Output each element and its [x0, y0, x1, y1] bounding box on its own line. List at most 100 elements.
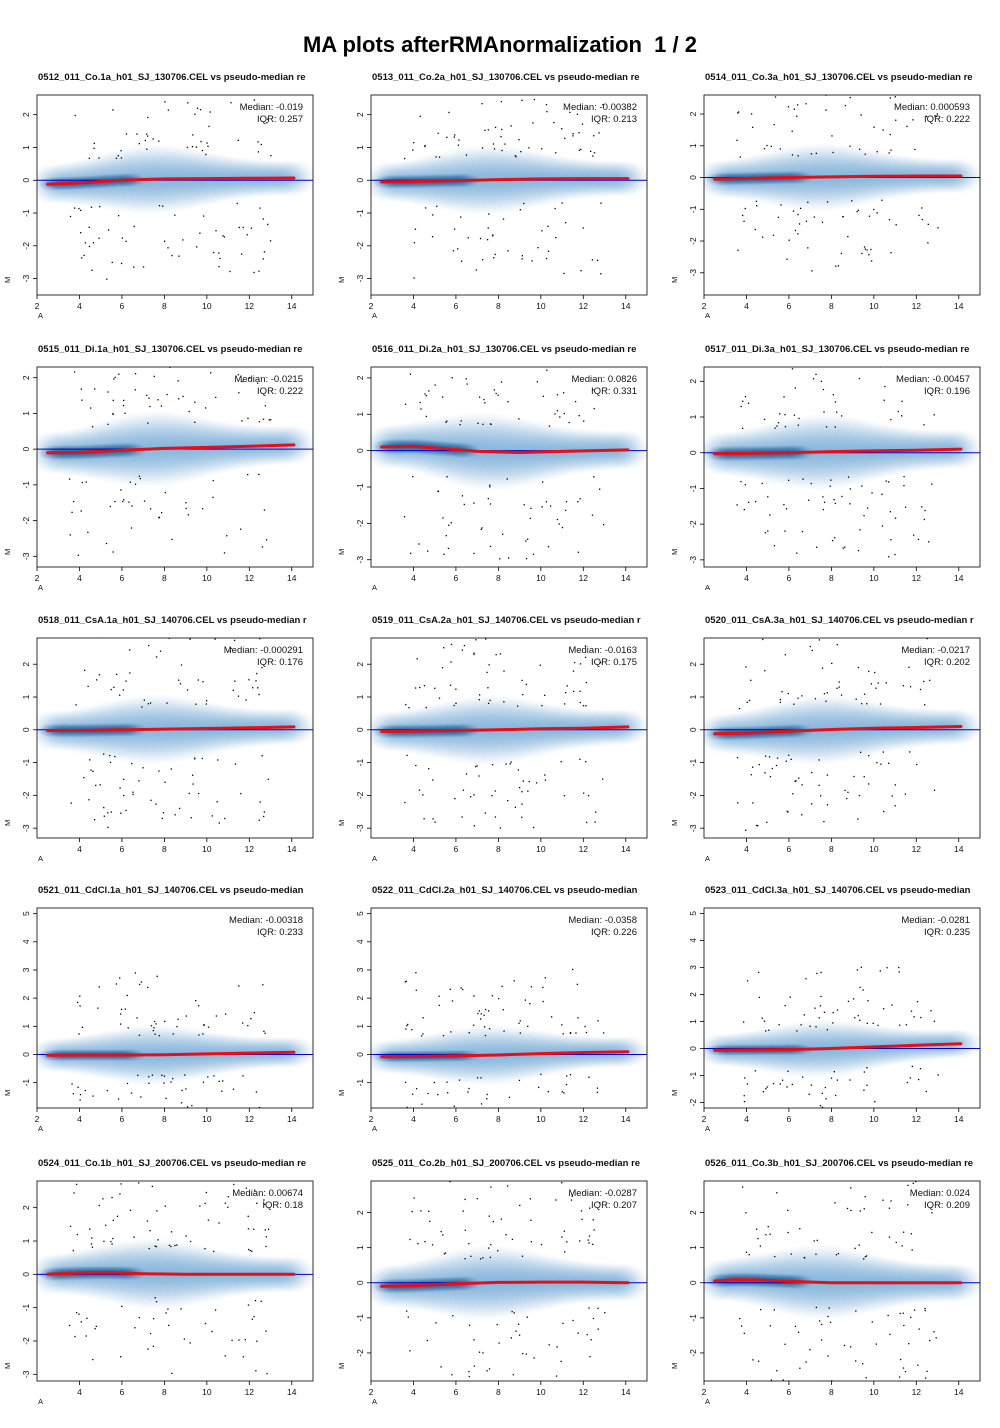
outlier-point [113, 687, 114, 688]
y-tick-label: 5 [355, 911, 365, 916]
outlier-point [880, 764, 881, 765]
outlier-point [118, 1098, 119, 1099]
outlier-point [474, 1365, 475, 1366]
outlier-point [843, 547, 844, 548]
outlier-point [877, 1025, 878, 1026]
outlier-point [473, 502, 474, 503]
outlier-point [432, 779, 433, 780]
outlier-point [880, 703, 881, 704]
outlier-point [883, 129, 884, 130]
outlier-point [767, 90, 768, 91]
outlier-point [413, 277, 414, 278]
outlier-point [847, 1208, 848, 1209]
outlier-point [169, 1245, 170, 1246]
outlier-point [858, 667, 859, 668]
y-axis-label: M [337, 1090, 346, 1096]
x-tick-label: 6 [120, 1387, 125, 1397]
outlier-point [140, 1096, 141, 1097]
outlier-point [450, 989, 451, 990]
outlier-point [87, 532, 88, 533]
y-tick-label: 0 [21, 178, 31, 183]
outlier-point [201, 632, 202, 633]
outlier-point [137, 1075, 138, 1076]
outlier-point [522, 694, 523, 695]
outlier-point [811, 1084, 812, 1085]
outlier-point [762, 237, 763, 238]
outlier-point [831, 1078, 832, 1079]
outlier-point [756, 1229, 757, 1230]
y-tick-label: 1 [688, 414, 698, 419]
outlier-point [900, 1359, 901, 1360]
outlier-point [117, 1216, 118, 1217]
outlier-point [518, 1324, 519, 1325]
outlier-point [187, 147, 188, 148]
outlier-point [107, 424, 108, 425]
outlier-point [152, 1186, 153, 1187]
outlier-point [123, 779, 124, 780]
outlier-point [426, 416, 427, 417]
y-tick-label: 0 [355, 448, 365, 453]
ma-plot-svg: 0525_011_Co.2b_h01_SJ_200706.CEL vs pseu… [334, 1156, 667, 1428]
outlier-point [865, 1256, 866, 1257]
outlier-point [111, 811, 112, 812]
outlier-point [527, 1317, 528, 1318]
outlier-point [508, 557, 509, 558]
outlier-point [901, 415, 902, 416]
outlier-point [450, 1031, 451, 1032]
outlier-point [170, 1109, 171, 1110]
outlier-point [745, 830, 746, 831]
outlier-point [139, 476, 140, 477]
outlier-point [854, 1248, 855, 1249]
outlier-point [453, 250, 454, 251]
outlier-point [217, 759, 218, 760]
outlier-point [452, 1000, 453, 1001]
y-tick-label: 2 [355, 112, 365, 117]
y-tick-label: 2 [21, 375, 31, 380]
x-tick-label: 4 [744, 1114, 749, 1124]
outlier-point [741, 1325, 742, 1326]
outlier-point [544, 695, 545, 696]
x-tick-label: 8 [496, 301, 501, 311]
ma-plot-panel: 0518_011_CsA.1a_h01_SJ_140706.CEL vs pse… [0, 613, 333, 885]
panel-title: 0514_011_Co.3a_h01_SJ_130706.CEL vs pseu… [705, 72, 973, 83]
outlier-point [918, 539, 919, 540]
outlier-point [172, 1078, 173, 1079]
outlier-point [526, 558, 527, 559]
outlier-point [77, 1087, 78, 1088]
outlier-point [429, 1221, 430, 1222]
outlier-point [92, 1095, 93, 1096]
outlier-point [445, 422, 446, 423]
outlier-point [567, 685, 568, 686]
y-tick-label: 4 [355, 939, 365, 944]
y-tick-label: -2 [355, 1349, 365, 1357]
median-stat: Median: -0.000291 [224, 645, 303, 656]
outlier-point [202, 150, 203, 151]
outlier-point [483, 1116, 484, 1117]
x-tick-label: 14 [621, 573, 631, 583]
outlier-point [568, 422, 569, 423]
outlier-point [93, 148, 94, 149]
outlier-point [184, 1074, 185, 1075]
outlier-point [182, 396, 183, 397]
panel-title: 0517_011_Di.3a_h01_SJ_130706.CEL vs pseu… [705, 344, 969, 355]
outlier-point [248, 1216, 249, 1217]
outlier-point [495, 816, 496, 817]
ma-plot-panel: 0522_011_CdCl.2a_h01_SJ_140706.CEL vs ps… [334, 883, 667, 1155]
y-tick-label: -1 [355, 1079, 365, 1087]
x-axis-label: A [705, 311, 710, 320]
outlier-point [545, 977, 546, 978]
outlier-point [486, 1094, 487, 1095]
outlier-point [203, 1082, 204, 1083]
outlier-point [268, 1229, 269, 1230]
outlier-point [821, 1339, 822, 1340]
outlier-point [835, 503, 836, 504]
outlier-point [112, 414, 113, 415]
outlier-point [205, 154, 206, 155]
outlier-point [444, 1253, 445, 1254]
outlier-point [585, 657, 586, 658]
outlier-point [799, 1368, 800, 1369]
outlier-point [432, 236, 433, 237]
outlier-point [603, 524, 604, 525]
outlier-point [237, 203, 238, 204]
outlier-point [454, 1106, 455, 1107]
